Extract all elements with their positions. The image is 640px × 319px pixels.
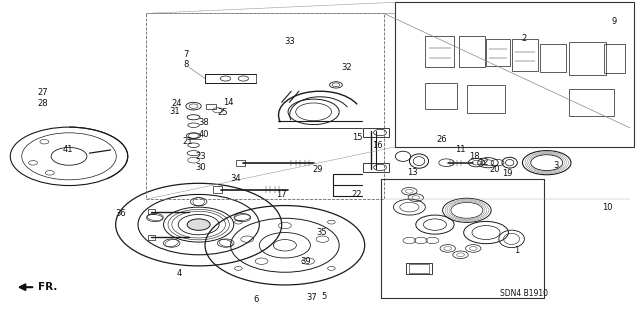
Bar [604, 44, 625, 73]
Text: 15: 15 [352, 133, 362, 142]
Text: 29: 29 [313, 165, 323, 174]
Text: 19: 19 [502, 169, 513, 178]
Text: 25: 25 [217, 108, 228, 117]
Bar [540, 44, 566, 72]
Bar [467, 85, 505, 114]
Bar [406, 263, 432, 274]
Text: 7: 7 [183, 50, 189, 59]
Text: 41: 41 [63, 145, 73, 154]
Bar [426, 83, 458, 109]
Bar [426, 36, 454, 67]
Text: 39: 39 [301, 257, 311, 266]
Text: 16: 16 [372, 141, 383, 150]
Text: 23: 23 [195, 152, 206, 161]
Bar [486, 39, 510, 66]
Text: SDN4 B1910: SDN4 B1910 [500, 289, 548, 298]
Text: 18: 18 [469, 152, 480, 161]
Text: 5: 5 [322, 292, 327, 300]
Text: 27: 27 [37, 88, 47, 97]
Text: 3: 3 [554, 161, 559, 170]
Text: 38: 38 [198, 118, 209, 127]
Circle shape [187, 219, 210, 230]
Text: 31: 31 [169, 108, 180, 116]
Bar [148, 235, 156, 240]
Bar [213, 187, 222, 193]
Text: 1: 1 [514, 246, 519, 255]
Text: 4: 4 [177, 269, 182, 278]
Bar [236, 160, 244, 166]
Bar [364, 163, 389, 172]
Text: 26: 26 [436, 135, 447, 144]
Text: 36: 36 [115, 209, 126, 218]
Text: 32: 32 [342, 63, 352, 72]
Bar [364, 128, 389, 137]
Bar [409, 264, 429, 272]
Text: 34: 34 [230, 174, 241, 183]
Text: 14: 14 [223, 98, 234, 107]
Bar [569, 89, 614, 116]
Bar [206, 104, 216, 109]
Text: 11: 11 [455, 145, 466, 154]
Text: 24: 24 [171, 100, 182, 108]
Text: 12: 12 [477, 158, 488, 167]
Text: 20: 20 [489, 165, 500, 174]
Text: 17: 17 [276, 190, 287, 199]
Text: 13: 13 [407, 168, 418, 177]
Text: 9: 9 [611, 17, 616, 26]
Text: 40: 40 [198, 130, 209, 138]
Text: 35: 35 [317, 228, 327, 237]
Text: 2: 2 [522, 34, 527, 43]
Bar [148, 209, 156, 214]
Text: 10: 10 [602, 203, 612, 211]
Text: 21: 21 [182, 137, 193, 145]
Text: 22: 22 [351, 190, 362, 199]
Text: 28: 28 [37, 100, 47, 108]
Text: 6: 6 [253, 295, 259, 304]
Text: 33: 33 [284, 38, 295, 47]
Text: 8: 8 [183, 60, 189, 69]
Bar [569, 42, 606, 75]
Text: 30: 30 [195, 163, 206, 172]
Bar [511, 39, 538, 70]
Text: FR.: FR. [38, 282, 57, 292]
Text: 37: 37 [307, 293, 317, 302]
Bar [460, 36, 484, 67]
